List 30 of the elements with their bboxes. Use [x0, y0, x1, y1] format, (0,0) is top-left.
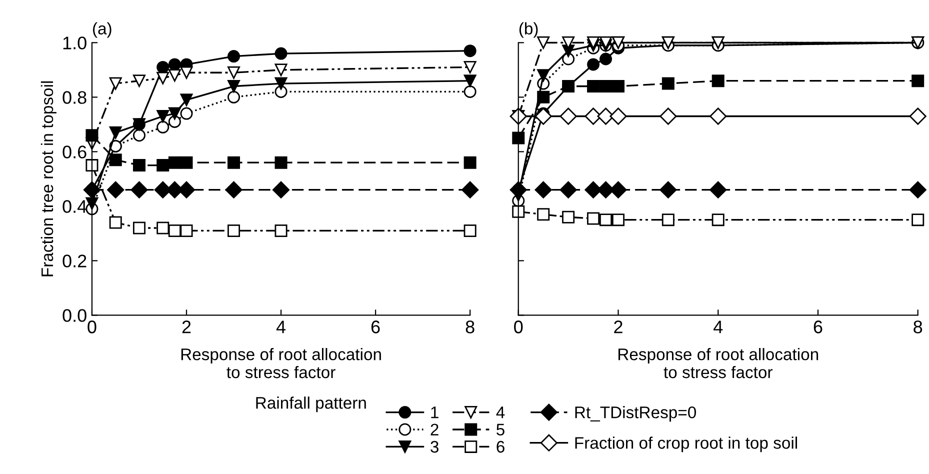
x-tick-label: 4: [714, 320, 723, 334]
x-tick-label: 2: [614, 320, 622, 334]
x-tick-label: 2: [182, 320, 191, 334]
legend-label: 5: [496, 424, 504, 436]
x-tick-label: 0: [88, 320, 96, 334]
x-axis-title: Response of root allocation to stress factor: [618, 348, 818, 378]
x-tick-label: 8: [466, 320, 474, 334]
y-tick-label: 0.6: [62, 146, 86, 158]
x-tick-label: 4: [276, 320, 286, 334]
y-tick-label: 0.4: [62, 200, 87, 213]
y-axis-title: Fraction tree root in topsoil: [40, 81, 56, 276]
y-tick-label: 0.0: [62, 309, 86, 322]
x-tick-label: 6: [371, 320, 380, 334]
x-axis-title: Response of root allocation to stress factor: [181, 348, 381, 378]
y-tick-label: 0.8: [62, 91, 86, 104]
y-tick-label: 1.0: [63, 36, 86, 50]
x-tick-label: 0: [514, 320, 523, 334]
legend-label: Fraction of crop root in top soil: [575, 436, 797, 452]
x-tick-label: 8: [914, 320, 922, 334]
chart-title: (a): [93, 22, 112, 38]
legend-label: 4: [496, 406, 505, 418]
legend-label: 6: [496, 440, 504, 453]
y-tick-label: 0.2: [62, 254, 86, 268]
legend-label: 3: [430, 440, 438, 453]
legend-label: 2: [430, 424, 438, 436]
legend-title: Rainfall pattern: [256, 396, 366, 412]
x-tick-label: 6: [814, 320, 822, 334]
chart-title: (b): [519, 22, 538, 38]
legend-label: 1: [431, 406, 438, 418]
legend-label: Rt_TDistResp=0: [575, 406, 696, 422]
